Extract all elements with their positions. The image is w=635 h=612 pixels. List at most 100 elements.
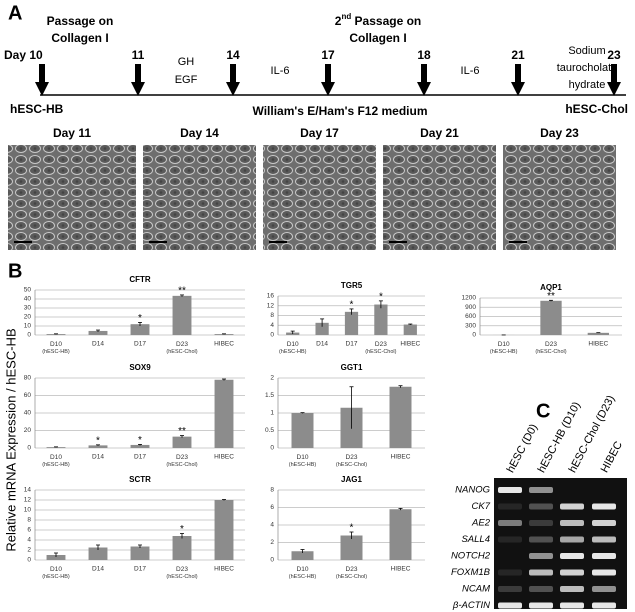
bar [172,295,192,335]
bar [344,311,359,335]
significance: * [96,435,100,446]
day-label: 11 [132,48,145,62]
x-tick-label: D17 [134,341,146,348]
x-tick-label: HIBEC [214,454,234,461]
treatment: Collagen I [349,31,406,45]
micrograph-label: Day 14 [180,126,219,140]
significance: ** [178,286,186,297]
micrograph [503,145,616,250]
arrow-head [417,82,431,96]
x-tick-label: D14 [92,341,104,348]
day-label: 21 [511,48,525,62]
gel-band [529,602,553,609]
day-label: 18 [417,48,431,62]
panel-label: C [536,400,550,422]
y-tick-label: 0 [472,332,476,339]
bar [172,536,192,560]
gel-band [498,569,522,576]
y-tick-label: 6 [27,527,31,534]
medium-label: William's E/Ham's F12 medium [253,104,428,118]
day-label: Day 10 [4,48,43,62]
y-tick-label: 1 [270,410,274,417]
significance: * [138,435,142,446]
significance: * [138,313,142,324]
bar [291,413,314,448]
lane-label: HIBEC [599,439,625,474]
treatment: EGF [175,74,198,86]
treatment: nd [341,12,351,21]
y-tick-label: 30 [24,305,32,312]
bar [389,509,412,560]
y-tick-label: 0 [270,445,274,452]
y-tick-label: 0 [27,557,31,564]
x-tick-label: D10 (hESC-HB) [279,341,307,356]
y-tick-label: 14 [24,487,32,494]
y-axis-title: Relative mRNA Expression / hESC-HB [3,328,18,551]
x-tick-label: D17 [134,454,146,461]
treatment: hydrate [569,79,606,91]
gel-band [592,503,616,510]
gel-band [529,569,553,576]
significance: ** [547,291,555,302]
gene-label: NCAM [462,584,490,595]
gel-band [560,520,584,526]
gene-label: SALL4 [461,534,490,545]
bar [88,547,108,560]
gel-band [498,503,522,510]
treatment: Collagen I [51,31,108,45]
y-tick-label: 4 [27,537,31,544]
gel-band [498,586,522,592]
y-tick-label: 12 [24,497,32,504]
gel-band [529,536,553,543]
treatment: 2 [335,14,342,28]
significance: * [180,524,184,535]
x-tick-label: D14 [92,566,104,573]
bar [374,304,388,335]
y-tick-label: 0 [270,332,274,339]
y-tick-label: 10 [24,507,32,514]
bar [214,379,234,448]
x-tick-label: D23 (hESC-Chol) [166,454,197,469]
gel-band [529,520,553,526]
lane-label: hESC (D0) [505,422,541,475]
bar [130,444,150,448]
y-tick-label: 40 [24,296,32,303]
x-tick-label: HIBEC [588,341,608,348]
gel-band [529,586,553,592]
micrograph-label: Day 11 [53,126,91,140]
bar [46,447,66,448]
panel-label: A [8,2,22,24]
arrow-head [607,82,621,96]
bar [291,551,314,560]
gene-label: β-ACTIN [452,600,490,611]
chart-title: SOX9 [129,363,151,372]
bar [214,500,234,560]
gel-band [560,586,584,592]
x-tick-label: HIBEC [214,341,234,348]
gene-label: CK7 [472,501,491,512]
bar [389,386,412,448]
gene-label: AE2 [471,518,491,529]
gel-band [592,520,616,526]
chart-title: TGR5 [341,281,363,290]
bar [587,332,609,335]
y-tick-label: 6 [270,504,274,511]
gel-band [560,536,584,543]
x-tick-label: D14 [316,341,328,348]
arrow-head [226,82,240,96]
micrograph [383,145,496,250]
y-tick-label: 8 [27,517,31,524]
y-tick-label: 0 [27,332,31,339]
gel-band [498,536,522,543]
chart-title: CFTR [129,275,151,284]
treatment: Passage on [351,14,421,28]
bar [130,546,150,560]
timeline-arrows: Day 10 11 14 17 18 21 23 [4,48,621,96]
y-tick-label: 10 [24,323,32,330]
bar [172,436,192,448]
x-tick-label: D17 [346,341,358,348]
gel-band [529,487,553,493]
arrow-head [131,82,145,96]
y-tick-label: 0 [27,445,31,452]
bar [130,324,150,335]
